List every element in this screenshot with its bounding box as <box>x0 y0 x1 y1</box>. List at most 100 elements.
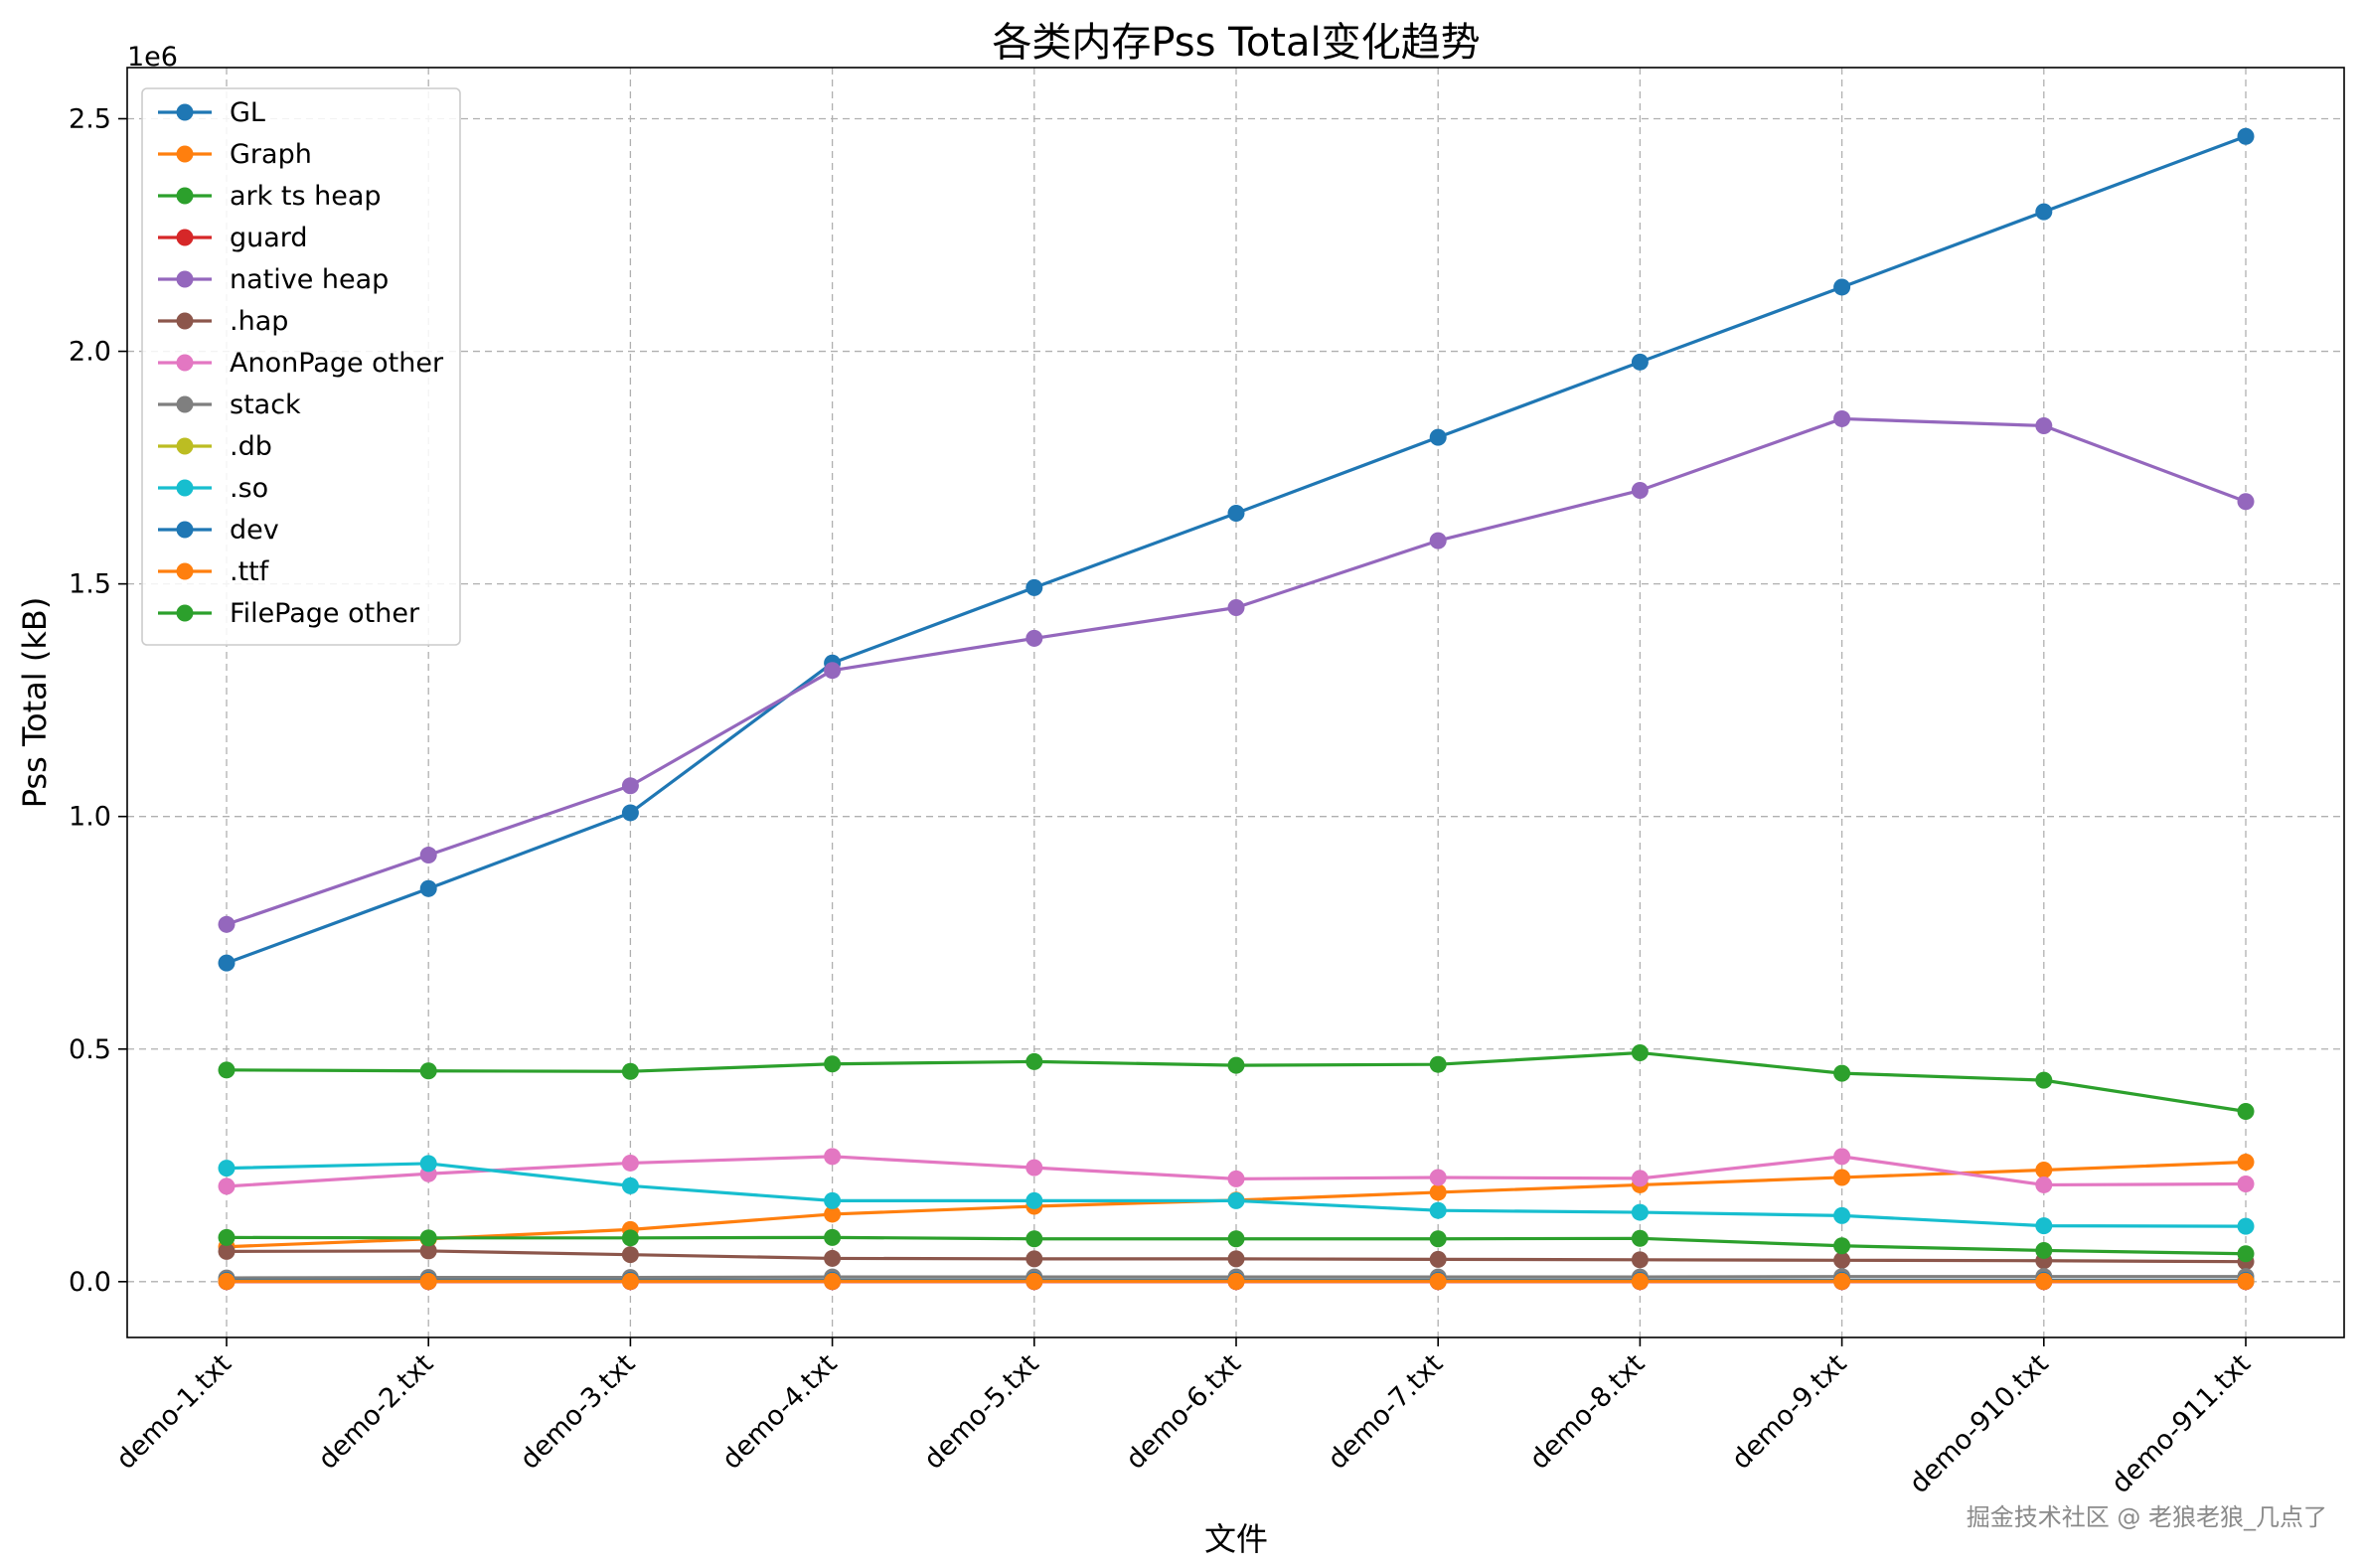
data-point <box>218 1160 236 1177</box>
legend-marker <box>176 312 194 330</box>
y-tick-label: 2.5 <box>69 103 111 134</box>
legend-label: .ttf <box>230 556 270 587</box>
data-point <box>1833 1148 1851 1166</box>
chart-title: 各类内存Pss Total变化趋势 <box>992 20 1480 66</box>
data-point <box>1833 278 1851 296</box>
data-point <box>824 1055 842 1073</box>
data-point <box>419 847 437 864</box>
legend-marker <box>176 187 194 205</box>
watermark-text: 掘金技术社区 @ 老狼老狼_几点了 <box>1967 1503 2327 1531</box>
data-point <box>1227 504 1245 522</box>
data-point <box>1025 1052 1043 1070</box>
legend-marker <box>176 479 194 497</box>
series-4 <box>218 409 2255 933</box>
y-tick-label: 1.0 <box>69 802 111 833</box>
legend-item: AnonPage other <box>158 348 444 379</box>
data-point <box>1429 532 1447 549</box>
data-point <box>621 1176 639 1194</box>
data-point <box>824 1272 842 1290</box>
data-point <box>824 1148 842 1166</box>
legend-item: .ttf <box>158 556 270 587</box>
data-point <box>1025 629 1043 647</box>
data-point <box>1631 1272 1649 1290</box>
y-tick-label: 0.5 <box>69 1034 111 1065</box>
legend-marker <box>176 354 194 372</box>
series-0 <box>218 127 2255 972</box>
data-point <box>1025 1230 1043 1248</box>
legend-label: FilePage other <box>230 598 420 629</box>
data-point <box>218 915 236 933</box>
series-12 <box>218 1228 2255 1263</box>
data-point <box>1227 1170 1245 1187</box>
data-point <box>1227 1191 1245 1209</box>
data-point <box>621 1154 639 1172</box>
legend-item: stack <box>158 390 301 420</box>
legend-marker <box>176 145 194 163</box>
data-point <box>2237 1154 2255 1172</box>
data-point <box>419 1272 437 1290</box>
legend-item: GL <box>158 97 265 128</box>
data-point <box>2237 127 2255 145</box>
y-axis-ticks: 0.0 0.5 1.0 1.5 2.0 2.5 <box>69 103 127 1298</box>
data-point <box>419 1229 437 1247</box>
legend-label: stack <box>230 390 301 420</box>
data-point <box>1429 1055 1447 1073</box>
legend-label: ark ts heap <box>230 181 382 212</box>
data-point <box>1429 1169 1447 1186</box>
data-point <box>218 1272 236 1290</box>
data-point <box>621 1246 639 1264</box>
data-point <box>1833 1237 1851 1255</box>
data-point <box>2035 1272 2053 1290</box>
data-point <box>824 662 842 680</box>
data-point <box>419 1062 437 1080</box>
data-point <box>2035 203 2053 221</box>
legend-item: ark ts heap <box>158 181 382 212</box>
data-point <box>1025 1250 1043 1268</box>
y-axis-label: Pss Total (kB) <box>16 597 54 809</box>
legend-item: .hap <box>158 306 288 337</box>
data-point <box>824 1228 842 1246</box>
data-point <box>1833 1251 1851 1269</box>
data-point <box>1227 1056 1245 1074</box>
data-point <box>419 1242 437 1260</box>
data-point <box>824 1191 842 1209</box>
data-point <box>2035 416 2053 434</box>
legend-item: native heap <box>158 264 389 295</box>
data-point <box>1833 1206 1851 1224</box>
data-point <box>2035 1071 2053 1089</box>
legend: GL Graph ark ts heap guard native heap .hap An… <box>141 87 461 646</box>
data-point <box>1227 1272 1245 1290</box>
data-point <box>1429 1250 1447 1268</box>
data-point <box>218 954 236 972</box>
data-point <box>218 1061 236 1079</box>
data-point <box>621 1062 639 1080</box>
legend-marker <box>176 521 194 539</box>
series-9 <box>218 1155 2255 1235</box>
legend-marker <box>176 270 194 288</box>
legend-label: GL <box>230 97 265 128</box>
data-point <box>1631 1044 1649 1062</box>
data-point <box>2237 1102 2255 1120</box>
legend-label: .hap <box>230 306 288 337</box>
data-point <box>1025 578 1043 596</box>
y-tick-label: 2.0 <box>69 337 111 368</box>
data-point <box>419 1155 437 1173</box>
legend-label: .db <box>230 431 272 462</box>
data-point <box>2035 1161 2053 1178</box>
legend-label: dev <box>230 515 279 546</box>
data-point <box>621 777 639 795</box>
legend-marker <box>176 395 194 413</box>
legend-marker <box>176 437 194 455</box>
data-point <box>1025 1272 1043 1290</box>
legend-item: Graph <box>158 139 312 170</box>
data-point <box>1833 409 1851 427</box>
grid-lines <box>127 68 2344 1337</box>
legend-label: Graph <box>230 139 312 170</box>
data-point <box>1227 599 1245 617</box>
series-group <box>218 127 2255 1291</box>
data-point <box>2237 493 2255 511</box>
data-point <box>419 879 437 897</box>
legend-item: .db <box>158 431 272 462</box>
legend-label: .so <box>230 473 268 504</box>
